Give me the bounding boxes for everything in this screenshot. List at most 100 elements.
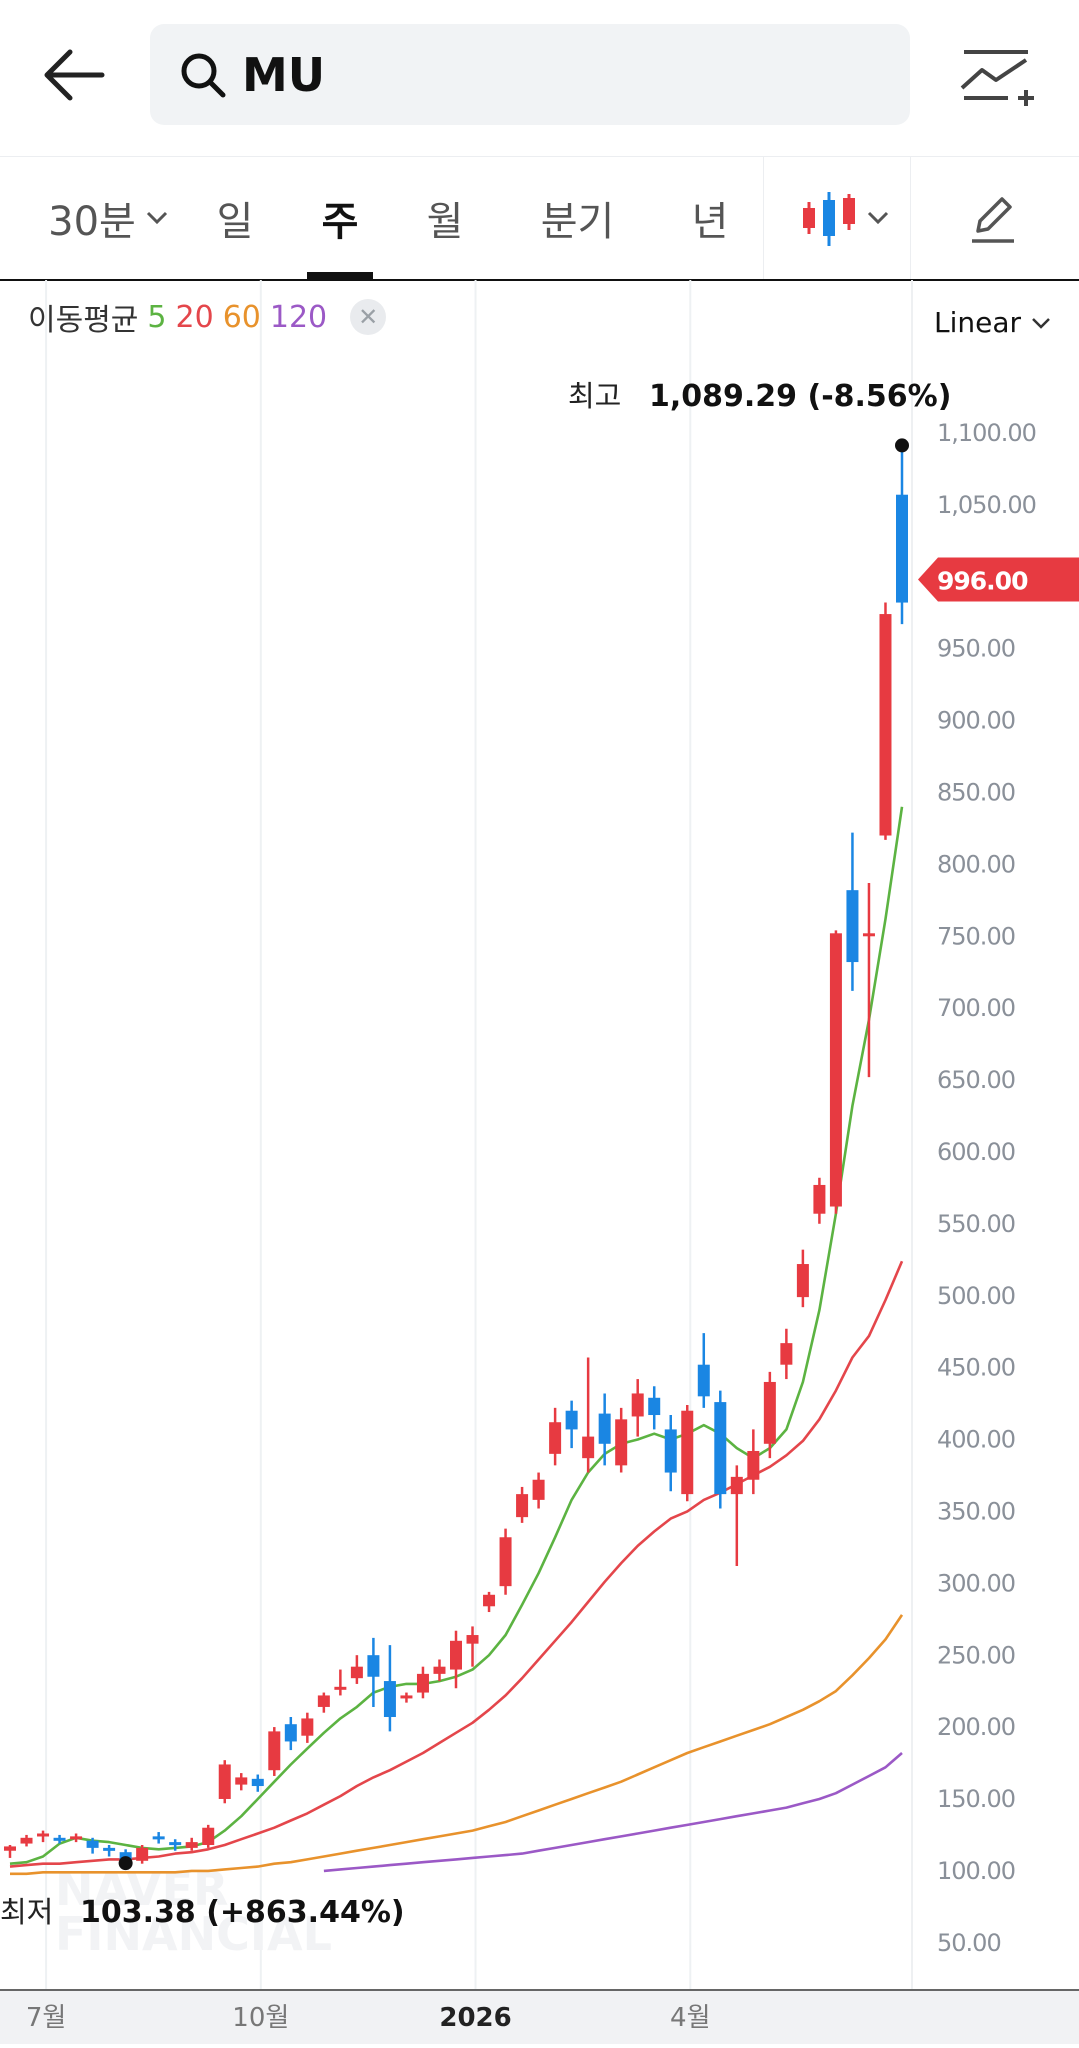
candle-body[interactable] [317, 1695, 330, 1707]
y-tick-label: 700.00 [937, 994, 1015, 1022]
candle-body[interactable] [136, 1847, 149, 1861]
candle-body[interactable] [185, 1842, 198, 1848]
low-point-marker [118, 1856, 133, 1871]
candle-body[interactable] [565, 1410, 578, 1430]
candle-body[interactable] [301, 1718, 314, 1736]
chart-area[interactable]: 50.00 100.00 150.00 200.00 250.00 300.00 350.0… [0, 280, 1079, 2044]
tab-year-label: 년 [691, 199, 729, 245]
candle-body[interactable] [119, 1852, 132, 1860]
candle-body[interactable] [367, 1655, 380, 1677]
period-tab-bar: 30분 일 주 월 분기 년 [0, 156, 1079, 281]
candle-body[interactable] [796, 1264, 809, 1298]
candle-body[interactable] [780, 1343, 793, 1365]
candle-body[interactable] [169, 1842, 182, 1846]
back-button[interactable] [36, 40, 112, 110]
draw-tool-button[interactable] [950, 157, 1034, 279]
candle-body[interactable] [747, 1450, 760, 1480]
candle-body[interactable] [532, 1479, 545, 1500]
candle-body[interactable] [813, 1184, 826, 1214]
candle-body[interactable] [433, 1666, 446, 1674]
candle-body[interactable] [251, 1778, 264, 1787]
current-price-tag [918, 557, 1079, 602]
candle-body[interactable] [350, 1666, 363, 1679]
candle-body[interactable] [598, 1413, 611, 1444]
arrow-left-icon [44, 49, 105, 101]
candle-body[interactable] [664, 1429, 677, 1473]
y-tick-label: 600.00 [937, 1138, 1015, 1166]
scale-dropdown[interactable]: Linear [934, 306, 1051, 339]
compare-chart-add-button[interactable] [956, 40, 1036, 112]
candle-body[interactable] [879, 614, 892, 836]
candle-body[interactable] [697, 1364, 710, 1397]
current-price-label: 996.00 [937, 567, 1028, 596]
candlestick-icon [803, 192, 855, 246]
y-tick-label: 500.00 [937, 1282, 1015, 1310]
tab-month-label: 월 [426, 199, 464, 245]
active-tab-underline [307, 272, 373, 279]
candle-body[interactable] [416, 1673, 429, 1693]
tab-day[interactable]: 일 [195, 157, 275, 279]
candle-body[interactable] [4, 1846, 16, 1851]
chart-style-dropdown[interactable] [790, 157, 900, 279]
ma-legend-label: 이동평균 [28, 303, 139, 338]
candle-body[interactable] [829, 933, 842, 1207]
candle-body[interactable] [483, 1594, 496, 1607]
tab-quarter-label: 분기 [540, 199, 615, 245]
candle-body[interactable] [499, 1537, 512, 1587]
candle-body[interactable] [862, 933, 875, 937]
search-input[interactable]: MU [150, 24, 910, 125]
high-value-label: 1,089.29 (-8.56%) [649, 379, 951, 414]
tab-quarter[interactable]: 분기 [520, 157, 635, 279]
candle-body[interactable] [284, 1724, 297, 1742]
y-tick-label: 850.00 [937, 779, 1015, 807]
candle-body[interactable] [615, 1419, 628, 1466]
candle-body[interactable] [268, 1731, 281, 1771]
pencil-icon [972, 197, 1014, 243]
candle-body[interactable] [202, 1827, 215, 1845]
y-tick-label: 400.00 [937, 1426, 1015, 1454]
candle-body[interactable] [730, 1476, 743, 1495]
chevron-down-icon [1032, 317, 1050, 329]
y-tick-label: 800.00 [937, 850, 1015, 878]
price-chart[interactable]: 50.00 100.00 150.00 200.00 250.00 300.00 350.0… [0, 280, 1079, 2044]
y-tick-label: 950.00 [937, 635, 1015, 663]
ma-20-line [9, 1260, 904, 1868]
candle-body[interactable] [714, 1402, 727, 1495]
candle-body[interactable] [631, 1393, 644, 1417]
candle-body[interactable] [400, 1695, 413, 1699]
y-tick-label: 350.00 [937, 1498, 1015, 1526]
candle-body[interactable] [334, 1686, 347, 1690]
low-label: 최저 [0, 1895, 53, 1929]
candle-body[interactable] [70, 1836, 83, 1840]
tab-week[interactable]: 주 [300, 157, 380, 279]
tab-month[interactable]: 월 [405, 157, 485, 279]
candle-body[interactable] [450, 1640, 462, 1670]
tab-year[interactable]: 년 [670, 157, 750, 279]
chevron-down-icon [146, 211, 167, 225]
candle-body[interactable] [383, 1681, 396, 1718]
candle-body[interactable] [20, 1837, 33, 1844]
candle-body[interactable] [846, 890, 859, 963]
candle-body[interactable] [763, 1381, 776, 1444]
candle-body[interactable] [582, 1436, 595, 1459]
y-tick-label: 100.00 [937, 1857, 1015, 1885]
candle-body[interactable] [681, 1410, 694, 1495]
ma-5-label: 5 [147, 299, 167, 335]
candle-body[interactable] [235, 1777, 248, 1785]
candle-body[interactable] [86, 1840, 99, 1848]
interval-dropdown[interactable]: 30분 [38, 157, 178, 279]
x-tick-label: 7월 [26, 2003, 66, 2033]
candle-body[interactable] [896, 494, 908, 603]
legend-close-icon[interactable]: ✕ [350, 299, 387, 335]
candle-body[interactable] [648, 1397, 661, 1416]
ma-60-line [10, 1614, 904, 1876]
candle-body[interactable] [103, 1847, 116, 1851]
candle-body[interactable] [53, 1837, 66, 1841]
candle-body[interactable] [37, 1833, 50, 1837]
candle-body[interactable] [218, 1764, 231, 1799]
candle-body[interactable] [549, 1422, 562, 1454]
candle-body[interactable] [516, 1494, 529, 1518]
candle-body[interactable] [466, 1635, 479, 1644]
candle-body[interactable] [152, 1836, 165, 1840]
low-value-label: 103.38 (+863.44%) [80, 1895, 405, 1930]
